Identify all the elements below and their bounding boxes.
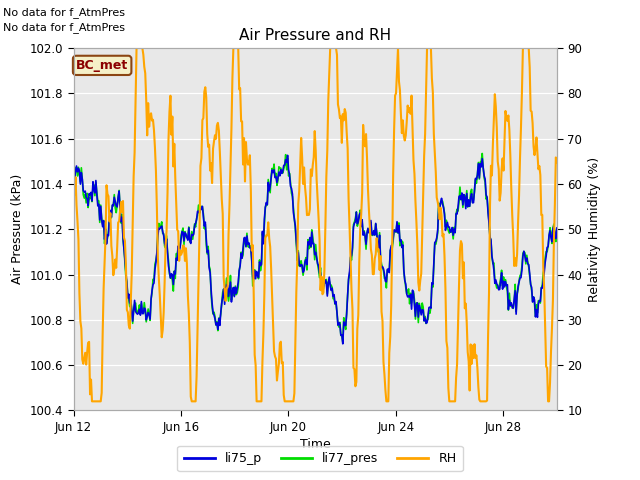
Title: Air Pressure and RH: Air Pressure and RH — [239, 28, 391, 43]
Y-axis label: Air Pressure (kPa): Air Pressure (kPa) — [11, 174, 24, 284]
Text: No data for f_AtmPres: No data for f_AtmPres — [3, 7, 125, 18]
X-axis label: Time: Time — [300, 438, 331, 451]
Y-axis label: Relativity Humidity (%): Relativity Humidity (%) — [588, 156, 601, 302]
Text: BC_met: BC_met — [76, 59, 128, 72]
Text: No data for f_AtmPres: No data for f_AtmPres — [3, 22, 125, 33]
Legend: li75_p, li77_pres, RH: li75_p, li77_pres, RH — [177, 446, 463, 471]
